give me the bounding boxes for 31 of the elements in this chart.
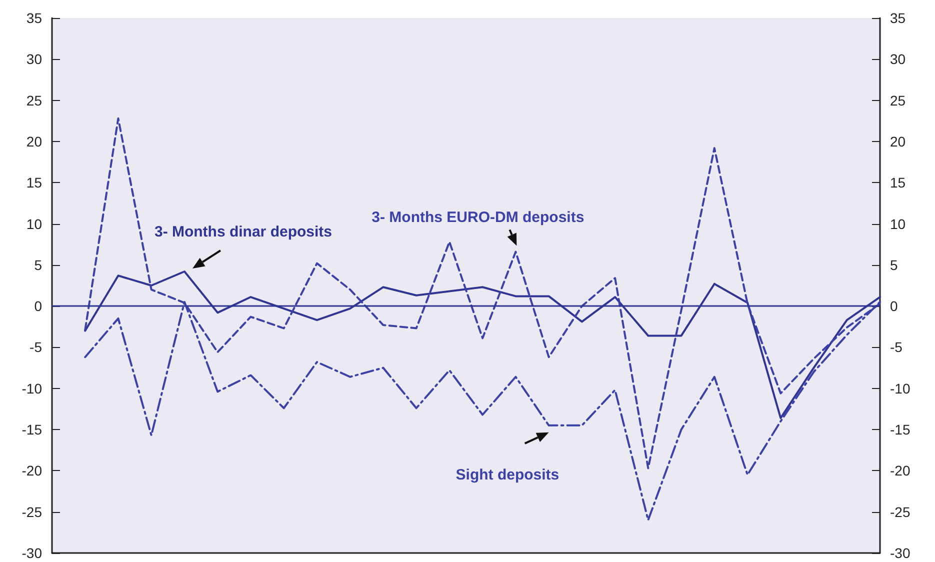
y2-tick-label: 5 [890,256,898,273]
y2-tick-label: -25 [890,504,910,520]
y-tick-label: -15 [22,422,42,438]
y2-tick-label: -10 [890,380,910,396]
y-tick-label: 10 [26,216,42,232]
y2-tick-label: 10 [890,216,906,232]
y-tick-label: 30 [26,51,42,68]
y2-tick-label: 20 [890,133,906,150]
text: 3- Months dinar deposits [154,224,332,241]
y2-tick-label: 25 [890,92,906,108]
text: 3- Months EURO-DM deposits [372,208,584,226]
y2-tick-label: 15 [890,174,906,191]
y-tick-label: 20 [26,133,42,150]
y-tick-label: 0 [34,298,42,314]
y-tick-label: -20 [22,462,42,479]
y-tick-label: 25 [26,92,42,108]
y2-tick-label: -20 [890,462,910,479]
y-tick-label: -10 [22,380,42,396]
y-tick-label: 35 [26,10,42,26]
y-tick-label: -25 [22,504,42,520]
y2-tick-label: 35 [890,10,906,26]
y-tick-label: -5 [30,339,42,356]
y2-tick-label: 30 [890,51,906,68]
y2-tick-label: -15 [890,422,910,438]
text: Sight deposits [456,466,560,484]
y-tick-label: 5 [34,256,42,273]
y-tick-label: -30 [22,545,42,561]
y-tick-label: 15 [26,174,42,191]
y2-tick-label: 0 [890,298,898,314]
y2-tick-label: -5 [890,339,903,356]
y2-tick-label: -30 [890,545,910,561]
